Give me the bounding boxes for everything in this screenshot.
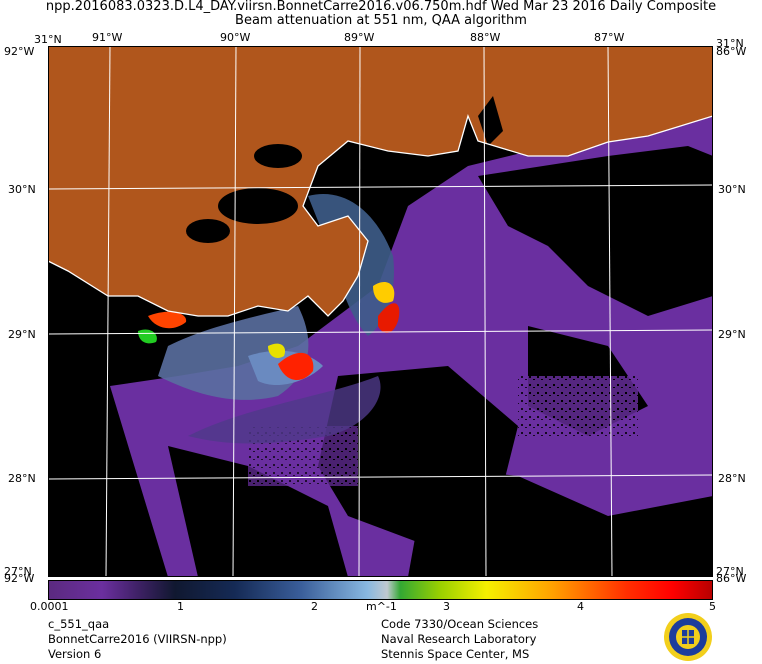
graticule <box>48 46 713 577</box>
lon-label-91w: 91°W <box>92 31 123 44</box>
corner-lon-top-right: 86°W <box>716 45 747 58</box>
land-area <box>48 46 713 316</box>
map-title: npp.2016083.0323.D.L4_DAY.viirsn.BonnetC… <box>0 0 762 28</box>
corner-lat-bottom-left: 27°N <box>4 565 32 578</box>
corner-lon-bottom-right: 86°W <box>716 572 747 585</box>
cbar-tick-0: 0.0001 <box>30 600 69 613</box>
lat-label-29n-right: 29°N <box>718 328 746 341</box>
coastline <box>48 113 713 317</box>
lat-label-30n-right: 30°N <box>718 183 746 196</box>
cbar-tick-4: 4 <box>577 600 584 613</box>
lon-label-89w: 89°W <box>344 31 375 44</box>
cbar-unit: m^-1 <box>366 600 397 613</box>
corner-lat-bottom-right: 27°N <box>716 565 744 578</box>
satellite-map <box>48 46 713 577</box>
cbar-tick-3: 3 <box>443 600 450 613</box>
title-line-2: Beam attenuation at 551 nm, QAA algorith… <box>235 13 527 28</box>
org-code: Code 7330/Ocean Sciences <box>381 617 539 631</box>
org-name: Naval Research Laboratory <box>381 632 537 646</box>
corner-lon-top-left: 92°W <box>4 45 35 58</box>
corner-lat-top-right: 31°N <box>716 37 744 50</box>
title-line-1: npp.2016083.0323.D.L4_DAY.viirsn.BonnetC… <box>45 0 717 14</box>
footer-left: c_551_qaa BonnetCarre2016 (VIIRSN-npp) V… <box>48 617 227 662</box>
corner-lat-top-left: 31°N <box>34 33 62 46</box>
lon-label-90w: 90°W <box>220 31 251 44</box>
corner-lon-bottom-left: 92°W <box>4 572 35 585</box>
lat-label-29n-left: 29°N <box>8 328 36 341</box>
footer-right: Code 7330/Ocean Sciences Naval Research … <box>381 617 538 662</box>
org-location: Stennis Space Center, MS <box>381 647 530 661</box>
lat-label-28n-left: 28°N <box>8 472 36 485</box>
lon-label-87w: 87°W <box>594 31 625 44</box>
lon-label-88w: 88°W <box>470 31 501 44</box>
version-label: Version 6 <box>48 647 102 661</box>
color-scale-bar <box>48 580 713 600</box>
dataset-name: BonnetCarre2016 (VIIRSN-npp) <box>48 632 227 646</box>
cbar-tick-1: 1 <box>177 600 184 613</box>
cbar-tick-2: 2 <box>311 600 318 613</box>
cbar-tick-5: 5 <box>709 600 716 613</box>
nrl-seal-icon <box>664 613 712 661</box>
lat-label-30n-left: 30°N <box>8 183 36 196</box>
product-name: c_551_qaa <box>48 617 110 631</box>
lat-label-28n-right: 28°N <box>718 472 746 485</box>
